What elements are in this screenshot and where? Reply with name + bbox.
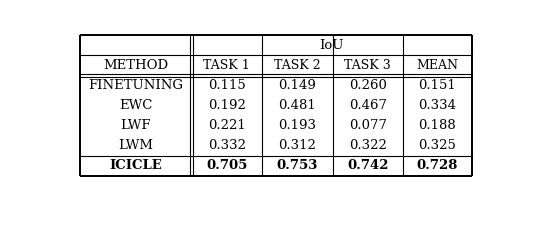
Text: 0.705: 0.705 bbox=[206, 159, 247, 172]
Text: 0.192: 0.192 bbox=[208, 99, 246, 112]
Text: TASK 1: TASK 1 bbox=[203, 59, 250, 72]
Text: IoU: IoU bbox=[320, 39, 344, 52]
Text: MEAN: MEAN bbox=[416, 59, 458, 72]
Text: 0.322: 0.322 bbox=[349, 139, 387, 152]
Text: 0.115: 0.115 bbox=[208, 79, 246, 92]
Text: TASK 2: TASK 2 bbox=[274, 59, 321, 72]
Text: TASK 2: TASK 2 bbox=[274, 59, 321, 72]
Text: 0.753: 0.753 bbox=[277, 159, 318, 172]
Text: 0.467: 0.467 bbox=[349, 99, 387, 112]
Text: 0.332: 0.332 bbox=[208, 139, 246, 152]
Text: 0.221: 0.221 bbox=[208, 119, 246, 132]
Text: EWC: EWC bbox=[119, 99, 152, 112]
Text: LWF: LWF bbox=[121, 119, 151, 132]
Text: 0.151: 0.151 bbox=[419, 79, 456, 92]
Text: 0.149: 0.149 bbox=[278, 79, 316, 92]
Text: 0.260: 0.260 bbox=[349, 79, 387, 92]
Text: METHOD: METHOD bbox=[103, 59, 168, 72]
Text: 0.188: 0.188 bbox=[419, 119, 456, 132]
Text: FINETUNING: FINETUNING bbox=[88, 79, 183, 92]
Text: 0.728: 0.728 bbox=[417, 159, 458, 172]
Text: 0.325: 0.325 bbox=[419, 139, 456, 152]
Text: 0.334: 0.334 bbox=[419, 99, 456, 112]
Text: TASK 3: TASK 3 bbox=[344, 59, 391, 72]
Text: FINETUNING: FINETUNING bbox=[88, 79, 183, 92]
Text: METHOD: METHOD bbox=[103, 59, 168, 72]
Text: 0.742: 0.742 bbox=[347, 159, 388, 172]
Text: MEAN: MEAN bbox=[416, 59, 458, 72]
Text: TASK 3: TASK 3 bbox=[344, 59, 391, 72]
Text: 0.481: 0.481 bbox=[278, 99, 316, 112]
Text: 0.312: 0.312 bbox=[278, 139, 316, 152]
Text: 0.077: 0.077 bbox=[349, 119, 387, 132]
Text: LWM: LWM bbox=[118, 139, 153, 152]
Text: ICICLE: ICICLE bbox=[109, 159, 162, 172]
Text: TASK 1: TASK 1 bbox=[203, 59, 250, 72]
Text: 0.193: 0.193 bbox=[278, 119, 316, 132]
